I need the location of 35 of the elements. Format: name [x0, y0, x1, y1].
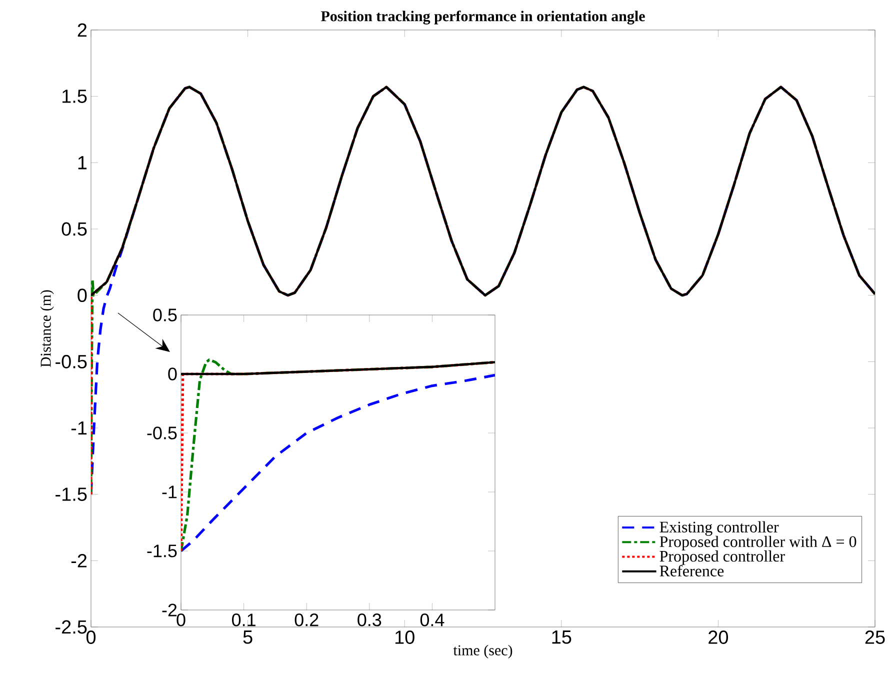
x-tick-label: 0 — [176, 614, 186, 626]
legend-label: Proposed controller — [660, 550, 785, 565]
x-tick-label: 0.2 — [294, 614, 318, 626]
y-tick-label: -1.5 — [56, 488, 87, 501]
y-tick-label: 0 — [168, 368, 177, 380]
y-axis-title: Distance (m) — [40, 290, 54, 367]
y-tick-label: -2 — [71, 554, 87, 568]
legend-label: Proposed controller with Δ = 0 — [660, 536, 856, 550]
chart-title: Position tracking performance in orientation angle — [320, 10, 645, 24]
y-tick-label: -2.5 — [56, 620, 87, 634]
y-tick-label: -0.5 — [147, 426, 177, 440]
y-tick-label: 0.5 — [153, 308, 177, 322]
line-series — [91, 86, 875, 296]
y-tick-label: 0 — [78, 288, 87, 302]
x-tick-label: 0.4 — [420, 614, 444, 626]
y-tick-label: -0.5 — [56, 354, 87, 368]
y-tick-label: 1.5 — [62, 90, 87, 103]
y-tick-label: 0.5 — [62, 222, 87, 236]
x-tick-label: 25 — [865, 630, 885, 644]
x-tick-label: 5 — [243, 630, 252, 644]
x-tick-label: 15 — [552, 630, 572, 644]
x-tick-label: 0 — [86, 630, 96, 644]
y-tick-label: -1 — [162, 486, 177, 498]
y-tick-label: -1 — [71, 421, 87, 435]
x-tick-label: 20 — [708, 630, 728, 644]
legend-label: Reference — [660, 565, 724, 576]
x-tick-label: 10 — [395, 630, 414, 644]
y-tick-label: -1.5 — [147, 544, 177, 558]
y-tick-label: 1 — [78, 156, 87, 170]
legend-label: Existing controller — [660, 521, 779, 536]
x-tick-label: 0.1 — [232, 614, 256, 626]
x-tick-label: 0.3 — [358, 614, 382, 626]
y-tick-label: -2 — [162, 604, 177, 616]
y-tick-label: 2 — [78, 23, 87, 37]
x-axis-title: time (sec) — [453, 644, 512, 658]
